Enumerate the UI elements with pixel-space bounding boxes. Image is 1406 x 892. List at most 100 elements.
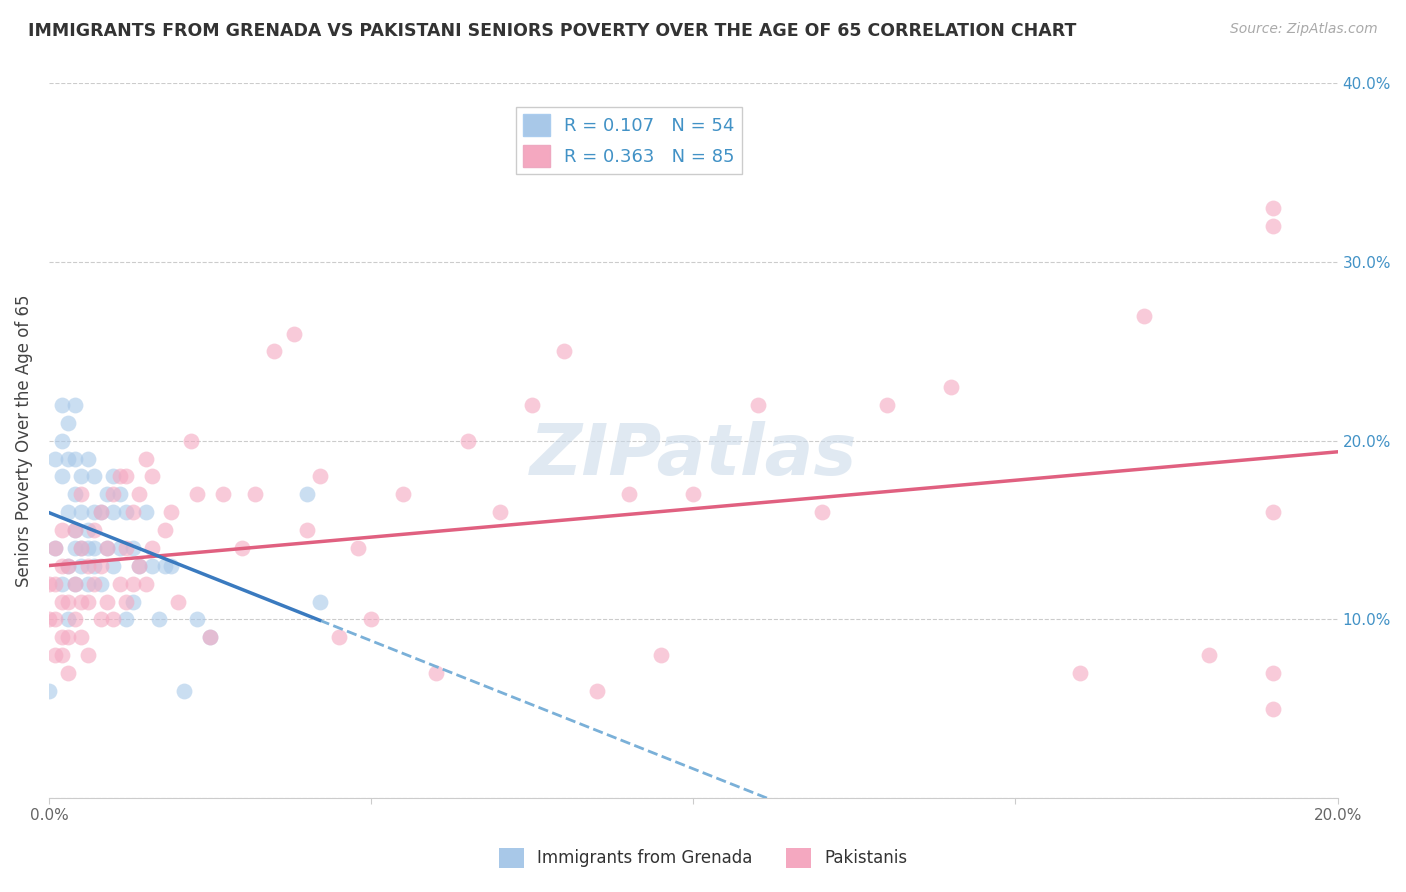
Point [58, 665, 80, 680]
Text: Source: ZipAtlas.com: Source: ZipAtlas.com [1230, 22, 1378, 37]
Point [1263, 505, 1285, 519]
Point [128, 558, 150, 573]
Point [63, 523, 86, 537]
Point [83, 469, 105, 483]
Point [1263, 665, 1285, 680]
Point [121, 541, 143, 555]
Point [128, 558, 150, 573]
Point [70, 541, 93, 555]
Point [115, 505, 138, 519]
Point [83, 576, 105, 591]
Point [108, 576, 131, 591]
Point [44, 541, 66, 555]
Point [148, 612, 170, 626]
Point [89, 612, 111, 626]
Point [115, 541, 138, 555]
Point [70, 558, 93, 573]
Point [70, 505, 93, 519]
Point [96, 594, 118, 608]
Point [198, 630, 221, 644]
Point [121, 505, 143, 519]
Point [38, 612, 60, 626]
Point [243, 487, 266, 501]
Point [103, 487, 125, 501]
Point [186, 487, 208, 501]
Point [682, 487, 704, 501]
Point [141, 558, 163, 573]
Point [108, 487, 131, 501]
Point [83, 505, 105, 519]
Point [263, 344, 285, 359]
Point [51, 576, 73, 591]
Point [70, 594, 93, 608]
Point [89, 576, 111, 591]
Point [617, 487, 640, 501]
Point [83, 541, 105, 555]
Point [44, 576, 66, 591]
Point [198, 630, 221, 644]
Point [89, 505, 111, 519]
Point [135, 576, 157, 591]
Point [283, 326, 305, 341]
Point [425, 665, 447, 680]
Point [76, 451, 98, 466]
Point [44, 612, 66, 626]
Point [58, 630, 80, 644]
Point [135, 451, 157, 466]
Point [76, 648, 98, 662]
Point [1198, 648, 1220, 662]
Point [103, 469, 125, 483]
Point [63, 523, 86, 537]
Point [585, 684, 607, 698]
Text: ZIPatlas: ZIPatlas [530, 420, 858, 490]
Point [76, 576, 98, 591]
Point [63, 576, 86, 591]
Point [83, 558, 105, 573]
Point [58, 505, 80, 519]
Point [103, 558, 125, 573]
Point [135, 505, 157, 519]
Point [128, 487, 150, 501]
Legend: R = 0.107   N = 54, R = 0.363   N = 85: R = 0.107 N = 54, R = 0.363 N = 85 [516, 107, 742, 174]
Point [347, 541, 370, 555]
Point [457, 434, 479, 448]
Point [522, 398, 544, 412]
Point [44, 648, 66, 662]
Point [76, 541, 98, 555]
Point [44, 541, 66, 555]
Point [650, 648, 672, 662]
Legend: Immigrants from Grenada, Pakistanis: Immigrants from Grenada, Pakistanis [492, 841, 914, 875]
Point [103, 505, 125, 519]
Point [51, 630, 73, 644]
Point [58, 612, 80, 626]
Point [63, 451, 86, 466]
Point [63, 398, 86, 412]
Point [58, 416, 80, 430]
Point [166, 594, 188, 608]
Point [328, 630, 350, 644]
Point [103, 612, 125, 626]
Point [360, 612, 382, 626]
Point [51, 558, 73, 573]
Y-axis label: Seniors Poverty Over the Age of 65: Seniors Poverty Over the Age of 65 [15, 294, 32, 587]
Point [141, 541, 163, 555]
Point [51, 648, 73, 662]
Point [51, 594, 73, 608]
Point [1133, 309, 1156, 323]
Point [121, 594, 143, 608]
Point [115, 469, 138, 483]
Point [160, 505, 183, 519]
Point [180, 434, 202, 448]
Point [153, 523, 176, 537]
Point [811, 505, 834, 519]
Point [1069, 665, 1091, 680]
Point [173, 684, 195, 698]
Point [51, 469, 73, 483]
Point [1263, 219, 1285, 234]
Point [115, 594, 138, 608]
Point [1263, 702, 1285, 716]
Text: IMMIGRANTS FROM GRENADA VS PAKISTANI SENIORS POVERTY OVER THE AGE OF 65 CORRELAT: IMMIGRANTS FROM GRENADA VS PAKISTANI SEN… [28, 22, 1077, 40]
Point [89, 505, 111, 519]
Point [76, 558, 98, 573]
Point [70, 541, 93, 555]
